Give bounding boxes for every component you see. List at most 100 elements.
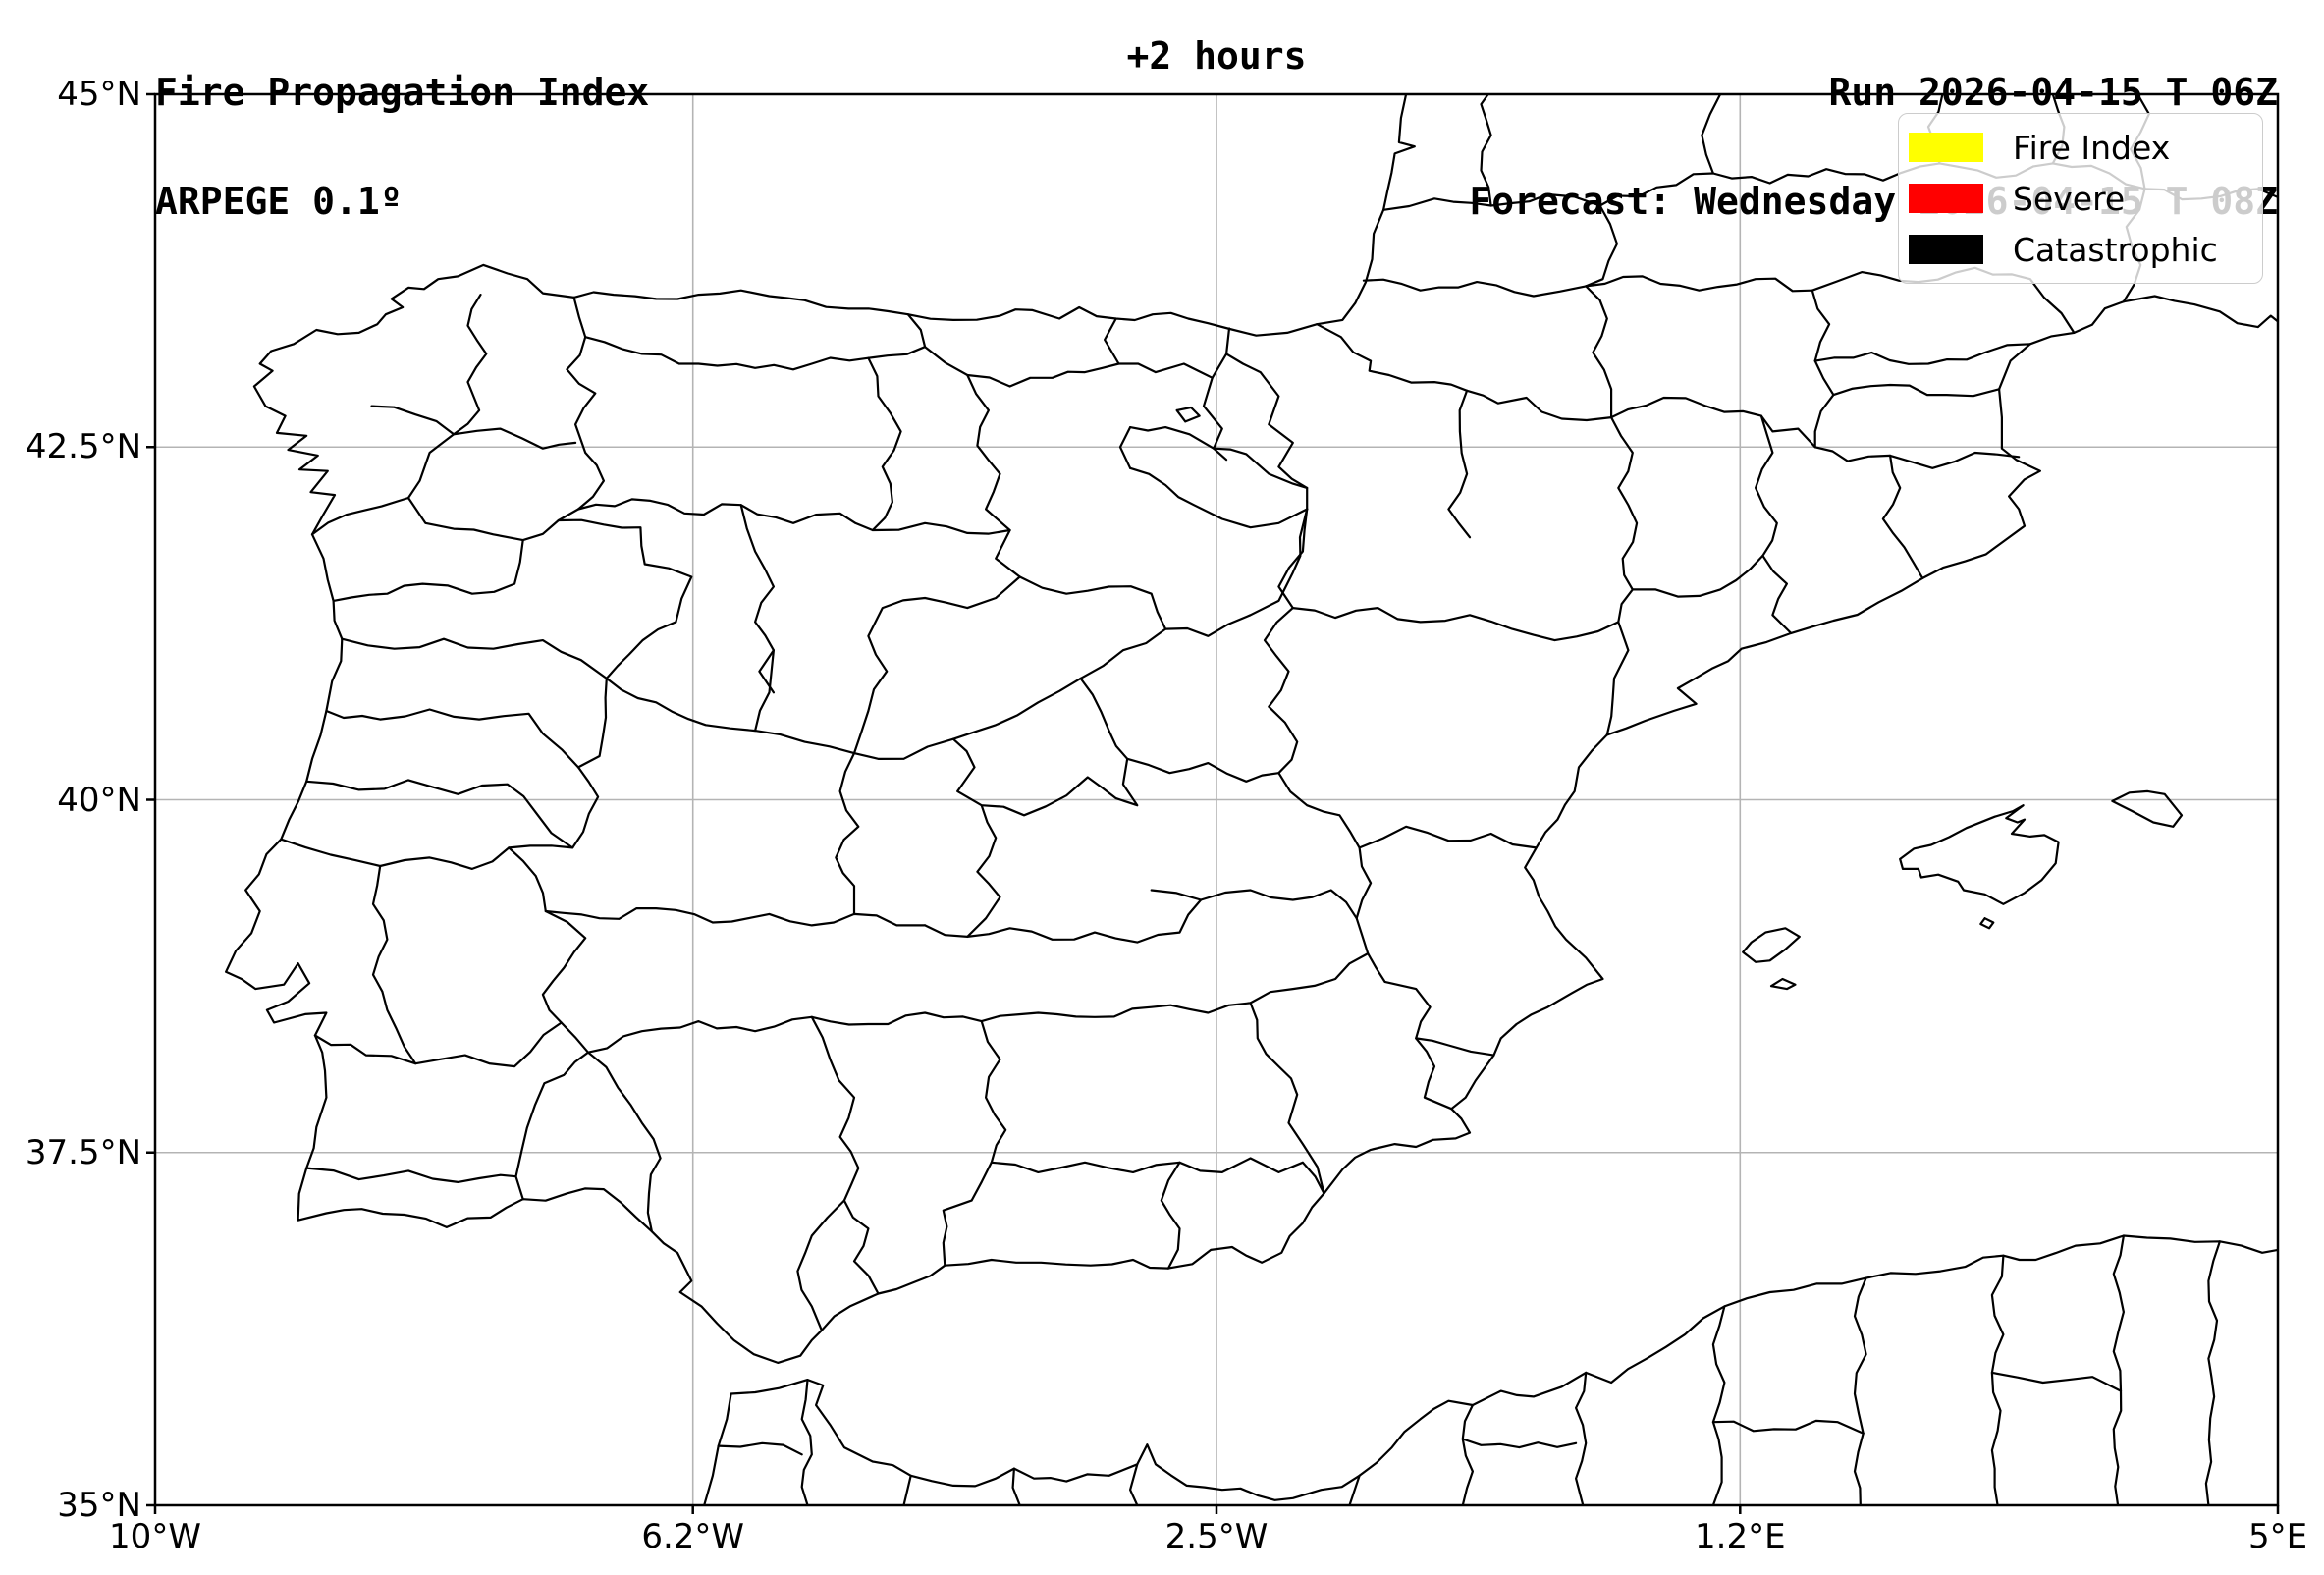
boundary-africa-line-5 — [1348, 1474, 1361, 1505]
boundary-navarra-west — [1225, 353, 1309, 511]
boundary-fr-dept-15 — [1480, 94, 1492, 207]
y-tick-label: 40°N — [57, 780, 141, 820]
boundary-basque-split — [1117, 327, 1231, 379]
boundary-pt-district-8 — [371, 864, 417, 1065]
boundary-africa-line-9 — [1853, 1276, 1867, 1505]
boundary-pt-district-1 — [332, 539, 524, 602]
x-tick-label: 5°E — [2247, 1517, 2308, 1556]
boundary-huesca-zaragoza — [1447, 389, 1472, 539]
boundary-rioja-south — [1129, 466, 1309, 529]
boundary-zaragoza-teruel-ew — [1291, 607, 1620, 642]
legend-label: Catastrophic — [2013, 230, 2218, 269]
boundary-barcelona-girona — [1881, 454, 1924, 579]
boundary-zamora-valladolid — [739, 504, 775, 694]
boundary-rioja-north — [1129, 426, 1309, 489]
boundary-lleida-barcelona — [1755, 414, 1793, 634]
boundary-cantabria-south — [924, 317, 1120, 388]
boundary-africa-line-7 — [1575, 1371, 1588, 1505]
boundary-burgos-east — [1118, 426, 1132, 469]
boundary-pt-es-border — [310, 496, 693, 1201]
legend-swatch-icon — [1909, 184, 1983, 213]
boundary-africa-line-10 — [1990, 1254, 2005, 1505]
boundary-pt-district-3 — [325, 708, 580, 769]
boundary-pt-district-6 — [313, 1021, 563, 1068]
boundary-basque-alava — [1202, 376, 1228, 462]
boundary-guadalajara-cuenca — [1126, 757, 1280, 783]
boundary-madrid-border — [951, 677, 1139, 817]
boundary-fr-dept-6 — [1832, 383, 2001, 398]
page-title: Fire Propagation Index — [155, 71, 650, 114]
boundary-valencia-alicante — [1415, 1037, 1495, 1057]
y-tick-label: 37.5°N — [25, 1132, 141, 1172]
legend: Fire Index Severe Catastrophic — [1898, 113, 2263, 284]
boundary-sierra-morena — [586, 952, 1370, 1054]
boundary-fr-dept-4 — [1585, 275, 1813, 293]
boundary-cadiz-malaga — [796, 1199, 845, 1331]
boundary-mallorca — [1899, 804, 2060, 905]
boundary-tarragona-ew — [1631, 554, 1764, 598]
legend-swatch-icon — [1909, 133, 1983, 162]
boundary-pt-district-2 — [341, 637, 608, 679]
model-subtitle: ARPEGE 0.1º — [155, 180, 403, 223]
boundary-cyl-south — [605, 508, 1309, 760]
boundary-cabrera — [1979, 917, 1995, 930]
lead-time-label: +2 hours — [1126, 34, 1307, 78]
boundary-africa-line-8 — [1711, 1305, 1726, 1505]
legend-label: Fire Index — [2013, 128, 2171, 167]
boundary-sevilla-cordoba — [810, 1015, 880, 1295]
boundary-granada-ew — [990, 1157, 1325, 1195]
legend-row: Fire Index — [1909, 122, 2256, 173]
boundary-galicia-inner-ew — [370, 405, 577, 450]
boundary-africa-line-4 — [1129, 1463, 1139, 1505]
boundary-africa-line-1 — [800, 1379, 813, 1505]
boundary-galicia-inner-ns — [406, 294, 488, 500]
boundary-africa-line-13 — [1461, 1438, 1578, 1449]
boundary-pt-district-5 — [280, 838, 511, 870]
legend-label: Severe — [2013, 179, 2126, 218]
grid-lines — [155, 94, 2278, 1505]
boundary-aragon-west — [1263, 508, 1453, 1111]
boundary-burgos-west — [966, 373, 1021, 578]
boundary-murcia-almeria — [1249, 1002, 1325, 1195]
legend-row: Severe — [1909, 173, 2256, 224]
boundary-palencia-leon — [867, 356, 902, 532]
x-tick-label: 2.5°W — [1164, 1517, 1269, 1556]
boundary-toledo-ciudadreal — [966, 804, 1001, 938]
boundary-pt-district-4 — [305, 779, 574, 849]
boundary-africa-line-14 — [1711, 1419, 1865, 1435]
boundary-fr-dept-7 — [1813, 343, 2031, 365]
boundary-pt-district-7 — [305, 1167, 517, 1183]
boundary-extremadura-ew — [544, 907, 927, 927]
boundary-fr-dept-5 — [1811, 289, 1835, 449]
boundary-fr-dept-3 — [1585, 204, 1618, 419]
boundary-africa-line-2 — [902, 1474, 912, 1505]
boundary-avila-segovia — [852, 575, 1021, 755]
boundary-galicia-east — [557, 296, 605, 522]
boundary-africa-line-15 — [1990, 1371, 2123, 1392]
boundary-caceres-toledo — [835, 752, 860, 915]
boundary-africa-line-16 — [717, 1441, 803, 1456]
boundary-africa-line-3 — [1011, 1467, 1021, 1505]
boundary-fr-dept-10 — [1701, 94, 1722, 175]
y-tick-label: 42.5°N — [25, 427, 141, 467]
boundary-aragon-catalonia — [1605, 416, 1639, 736]
y-tick-label: 35°N — [57, 1486, 141, 1525]
x-tick-label: 10°W — [109, 1517, 201, 1556]
boundary-coast-iberia-france — [225, 94, 2278, 1364]
tick-marks — [146, 92, 2280, 1514]
boundary-granada-almeria — [1160, 1161, 1181, 1270]
boundary-leon-south — [576, 498, 1011, 535]
boundary-huelva-sevilla — [586, 1051, 662, 1233]
x-tick-label: 1.2°E — [1695, 1517, 1786, 1556]
boundary-africa-line-11 — [2112, 1234, 2125, 1505]
boundary-malaga-granada — [942, 1161, 993, 1267]
x-tick-label: 6.2°W — [641, 1517, 745, 1556]
boundary-trevino-enclave — [1175, 406, 1201, 423]
boundary-africa-coast — [703, 1234, 2278, 1505]
boundary-soria-guadalajara — [1018, 575, 1167, 630]
boundary-africa-line-6 — [1461, 1403, 1474, 1505]
boundary-castellon-valencia — [1358, 825, 1538, 849]
legend-swatch-icon — [1909, 235, 1983, 264]
boundary-pyrenees-border — [1316, 323, 2021, 469]
